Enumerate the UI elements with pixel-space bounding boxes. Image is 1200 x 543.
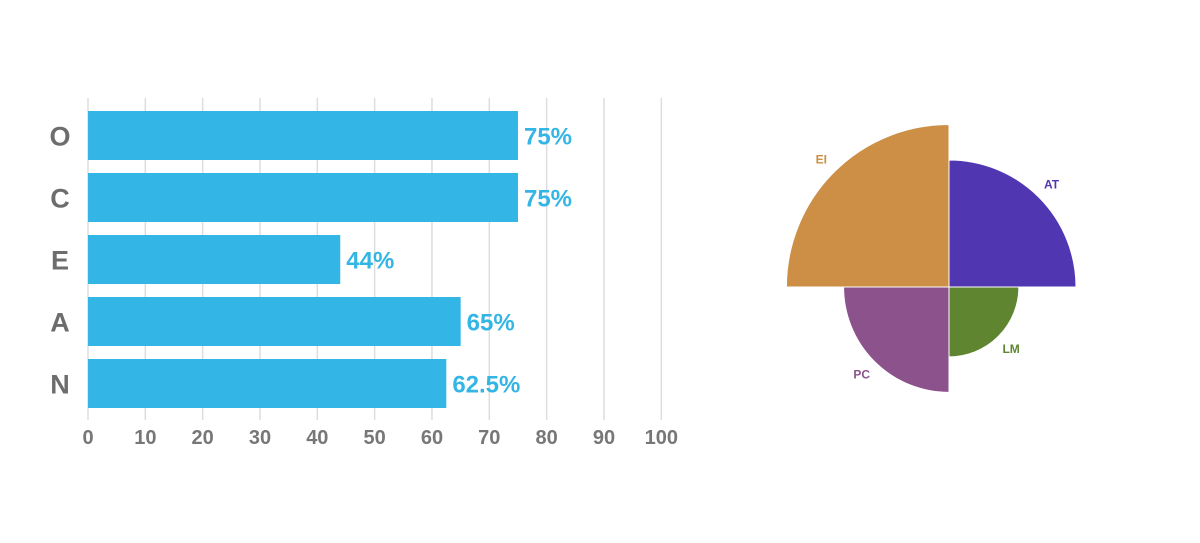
bar-series: 75% 75% 44% 65% 62.5% (88, 111, 572, 408)
slice-label: LM (1002, 342, 1019, 356)
x-tick-label: 30 (249, 427, 271, 449)
category-label: O (49, 122, 70, 152)
x-tick-label: 40 (306, 427, 328, 449)
x-axis-ticks: 0 10 20 30 40 50 60 70 80 90 100 (82, 427, 678, 449)
bar (88, 235, 341, 284)
data-label: 65% (467, 310, 515, 337)
bar (88, 297, 461, 346)
x-tick-label: 60 (421, 427, 443, 449)
x-tick-label: 80 (536, 427, 558, 449)
x-tick-label: 100 (645, 427, 678, 449)
polar-slices (785, 123, 1077, 393)
x-tick-label: 10 (134, 427, 156, 449)
polar-slice (785, 123, 950, 288)
polar-slice (843, 286, 950, 393)
data-label: 75% (524, 186, 572, 213)
category-label: C (50, 184, 70, 214)
data-label: 44% (346, 248, 394, 275)
x-tick-label: 70 (478, 427, 500, 449)
polar-slice (948, 286, 1020, 358)
bar-chart: 75% 75% 44% 65% 62.5% O C E A N 0 10 20 30 40 50 60 70 8… (49, 98, 678, 449)
bar (88, 359, 447, 408)
bar (88, 173, 518, 222)
x-tick-label: 0 (82, 427, 93, 449)
category-label: N (50, 370, 70, 400)
slice-label: PC (853, 367, 870, 381)
slice-label: AT (1044, 177, 1060, 191)
polar-labels: AT LM PC EI (816, 152, 1060, 381)
polar-area-chart: AT LM PC EI (785, 123, 1077, 393)
bar (88, 111, 518, 160)
category-label: A (50, 308, 70, 338)
x-tick-label: 50 (364, 427, 386, 449)
x-tick-label: 20 (192, 427, 214, 449)
slice-label: EI (816, 152, 827, 166)
category-labels: O C E A N (49, 122, 70, 400)
category-label: E (51, 246, 69, 276)
data-label: 62.5% (452, 372, 520, 399)
polar-slice (948, 159, 1077, 288)
data-label: 75% (524, 124, 572, 151)
x-tick-label: 90 (593, 427, 615, 449)
